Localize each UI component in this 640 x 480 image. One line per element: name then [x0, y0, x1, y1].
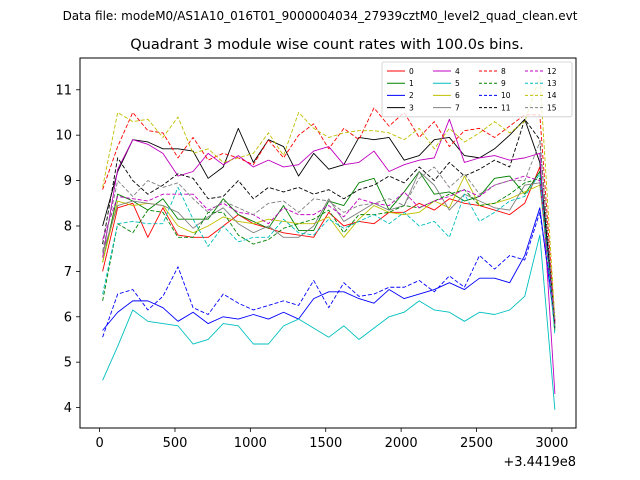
axes-frame — [79, 57, 577, 429]
legend-label-12: 12 — [547, 67, 557, 76]
legend-label-7: 7 — [455, 103, 460, 112]
chart-suptitle: Data file: modeM0/AS1A10_016T01_90000040… — [63, 9, 578, 23]
x-tick-label: 0 — [95, 436, 103, 451]
series-line-14 — [102, 75, 556, 320]
y-tick-label: 10 — [55, 129, 72, 144]
series-line-13 — [102, 173, 556, 335]
legend-label-1: 1 — [409, 79, 414, 88]
legend-label-6: 6 — [455, 91, 460, 100]
legend-label-14: 14 — [547, 91, 557, 100]
y-tick-label: 4 — [64, 401, 72, 416]
y-tick-label: 8 — [64, 219, 72, 234]
series-line-7 — [102, 171, 556, 324]
series-line-6 — [102, 175, 556, 326]
legend-label-5: 5 — [455, 79, 460, 88]
x-tick-label: 3000 — [535, 436, 568, 451]
y-tick-label: 9 — [64, 174, 72, 189]
series-line-10 — [102, 211, 556, 338]
legend-label-10: 10 — [501, 91, 511, 100]
legend-label-8: 8 — [501, 67, 506, 76]
legend-label-0: 0 — [409, 67, 414, 76]
x-tick-label: 2500 — [460, 436, 493, 451]
x-tick-label: 1500 — [309, 436, 342, 451]
y-tick-label: 6 — [64, 310, 72, 325]
y-tick-label: 5 — [64, 356, 72, 371]
series-group — [102, 75, 556, 410]
y-tick-label: 11 — [55, 83, 72, 98]
series-line-8 — [102, 107, 556, 322]
legend-label-4: 4 — [455, 67, 460, 76]
series-line-4 — [102, 118, 556, 394]
legend-label-13: 13 — [547, 79, 557, 88]
legend-box — [381, 61, 573, 118]
chart-title: Quadrant 3 module wise count rates with … — [130, 37, 524, 53]
series-line-5 — [102, 234, 556, 410]
legend-label-15: 15 — [547, 103, 557, 112]
series-line-11 — [102, 118, 556, 329]
series-line-2 — [102, 207, 556, 331]
legend-label-11: 11 — [501, 103, 511, 112]
series-line-9 — [102, 177, 556, 331]
x-tick-label: 1000 — [234, 436, 267, 451]
x-tick-label: 500 — [163, 436, 188, 451]
x-tick-label: 2000 — [385, 436, 418, 451]
ticks-group: 0 500 1000 1500 2000 2500 3000 4 5 6 7 8 9 10 11 — [55, 83, 568, 451]
series-line-15 — [102, 141, 556, 322]
y-tick-label: 7 — [64, 265, 72, 280]
x-offset-text: +3.4419e8 — [503, 455, 576, 470]
legend-label-9: 9 — [501, 79, 506, 88]
series-line-1 — [102, 171, 556, 322]
legend-label-2: 2 — [409, 91, 414, 100]
series-line-12 — [102, 175, 556, 324]
legend-label-3: 3 — [409, 103, 414, 112]
